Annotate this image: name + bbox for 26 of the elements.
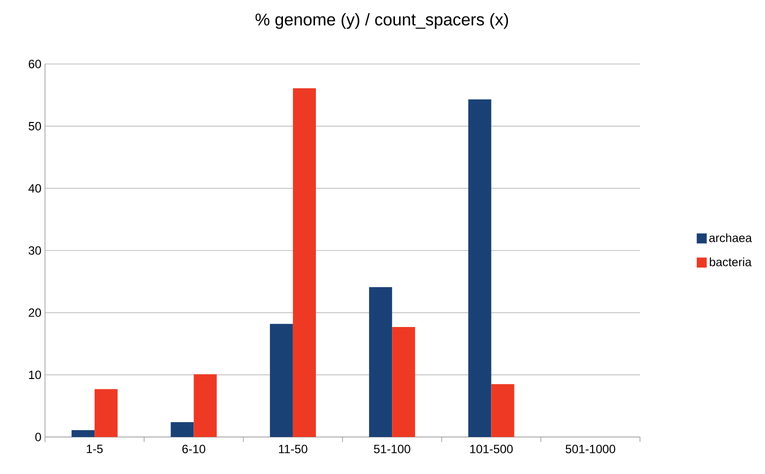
bar	[392, 326, 416, 437]
y-tick-label: 0	[35, 432, 42, 442]
x-tick-label: 6-10	[182, 444, 206, 454]
bar	[369, 287, 392, 437]
x-tick-label: 11-50	[278, 444, 308, 454]
x-tick-label: 1-5	[86, 444, 103, 454]
legend-label: archaea	[709, 233, 752, 242]
x-tick-label: 101-500	[470, 444, 513, 454]
legend-label: bacteria	[710, 257, 752, 266]
y-tick-label: 30	[28, 246, 42, 255]
bar	[270, 324, 293, 437]
bar	[292, 88, 316, 437]
y-tick-label: 20	[28, 308, 42, 317]
x-tick-label: 51-100	[374, 444, 410, 454]
bar	[468, 99, 492, 437]
y-tick-label: 10	[29, 370, 42, 380]
y-tick-label: 40	[28, 184, 42, 193]
bar	[94, 389, 118, 437]
x-tick-label: 501-1000	[566, 444, 616, 454]
bar	[491, 384, 514, 437]
chart-title: % genome (y) / count_spacers (x)	[256, 13, 508, 29]
bar	[194, 374, 217, 437]
bar	[72, 430, 95, 437]
y-tick-label: 50	[28, 122, 42, 130]
y-tick-label: 60	[28, 60, 42, 68]
bar	[170, 422, 194, 437]
